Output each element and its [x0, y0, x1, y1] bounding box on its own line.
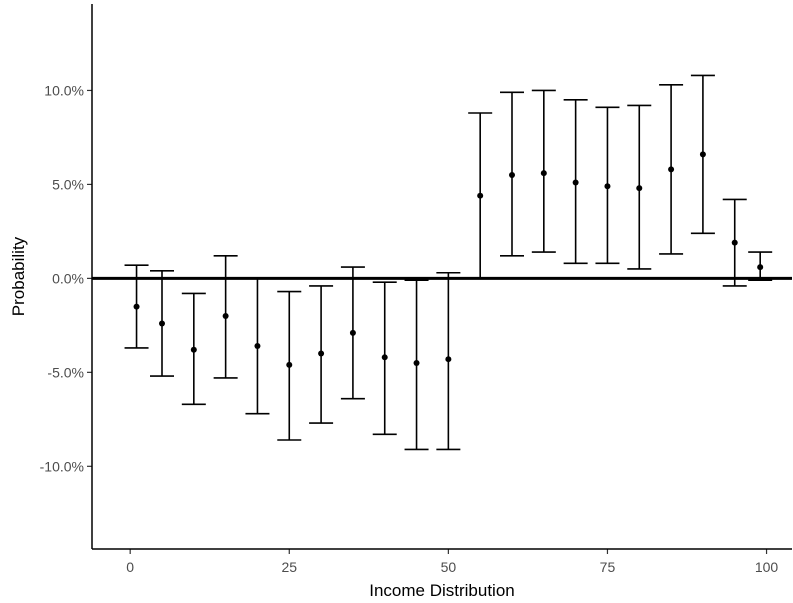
data-point	[286, 361, 293, 368]
error-bar	[468, 112, 493, 280]
data-point	[731, 239, 738, 246]
error-bar	[500, 91, 524, 257]
error-bar	[659, 84, 684, 255]
y-tick-label: 0.0%	[52, 270, 84, 286]
x-tick-label: 0	[126, 559, 134, 575]
x-tick-label: 50	[441, 559, 457, 575]
x-tick-label: 25	[281, 559, 297, 575]
y-axis-title: Probability	[9, 236, 28, 316]
error-bar	[531, 89, 556, 253]
data-point	[477, 192, 484, 199]
error-bar	[309, 285, 334, 424]
data-point	[318, 350, 325, 357]
data-point	[349, 329, 356, 336]
data-point	[668, 166, 675, 173]
error-bar	[372, 281, 397, 436]
data-point	[540, 170, 547, 177]
error-bar	[277, 290, 302, 441]
y-tick-label: 10.0%	[44, 82, 84, 98]
y-tick-label: -10.0%	[40, 458, 84, 474]
data-point	[445, 356, 452, 363]
x-axis-ticks: 0 25 50 75 100	[126, 549, 778, 575]
error-bar	[213, 255, 238, 379]
data-point	[133, 303, 140, 310]
data-point	[222, 312, 229, 319]
data-point	[413, 359, 420, 366]
y-tick-label: -5.0%	[47, 364, 84, 380]
error-bar	[436, 271, 461, 451]
data-point	[572, 179, 579, 186]
error-bar	[690, 74, 715, 235]
y-axis-ticks: 10.0% 5.0% 0.0% -5.0% -10.0%	[40, 82, 92, 474]
error-bar	[181, 292, 206, 406]
data-point	[699, 151, 706, 158]
error-bar	[563, 99, 588, 265]
error-bar	[150, 270, 174, 377]
data-point	[381, 354, 388, 361]
error-bar	[245, 277, 270, 415]
error-bar	[748, 251, 773, 282]
data-point	[757, 264, 764, 271]
error-bar	[340, 266, 365, 400]
x-axis-title: Income Distribution	[369, 581, 515, 600]
error-bar	[595, 106, 620, 265]
data-point	[159, 320, 165, 327]
x-tick-label: 75	[600, 559, 616, 575]
data-point	[190, 346, 197, 353]
error-bar-series	[124, 74, 773, 451]
error-bar	[404, 279, 429, 451]
data-point	[509, 172, 515, 179]
y-tick-label: 5.0%	[52, 176, 84, 192]
error-bar	[722, 198, 747, 287]
error-bar	[627, 104, 652, 270]
data-point	[254, 343, 261, 350]
data-point	[636, 185, 643, 192]
x-tick-label: 100	[755, 559, 779, 575]
data-point	[604, 183, 611, 190]
